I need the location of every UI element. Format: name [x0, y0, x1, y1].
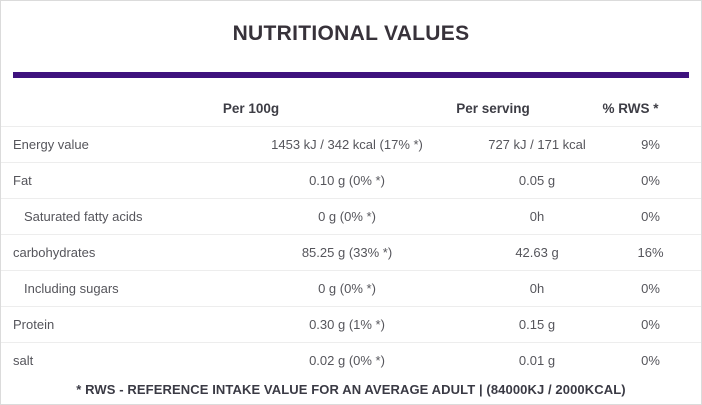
row-rws-value: 0% [641, 173, 660, 188]
row-rws-value: 0% [641, 209, 660, 224]
row-per-100g-value: 0.02 g (0% *) [309, 353, 385, 368]
row-per-100g-value: 0 g (0% *) [318, 281, 376, 296]
title-divider-bar [13, 72, 689, 78]
row-label: Fat [13, 173, 32, 188]
row-rws-value: 0% [641, 317, 660, 332]
table-row: salt 0.02 g (0% *) 0.01 g 0% [1, 342, 701, 378]
rws-footnote: * RWS - REFERENCE INTAKE VALUE FOR AN AV… [76, 382, 626, 397]
row-per-serving-value: 0h [529, 281, 545, 296]
row-label: carbohydrates [13, 245, 96, 260]
row-per-serving-value: 727 kJ / 171 kcal [488, 137, 586, 152]
row-per-100g-value: 85.25 g (33% *) [301, 245, 393, 260]
row-rws-value: 9% [641, 137, 660, 152]
row-per-100g-value: 0.30 g (1% *) [309, 317, 385, 332]
table-header-row: Per 100g Per serving % RWS * [1, 78, 701, 126]
table-row: Saturated fatty acids 0 g (0% *) 0h 0% [1, 198, 701, 234]
page-title: NUTRITIONAL VALUES [232, 22, 470, 45]
col-header-per-100g: Per 100g [222, 101, 280, 116]
row-per-serving-value: 0h [529, 209, 545, 224]
row-per-serving-value: 42.63 g [515, 245, 559, 260]
row-label: Saturated fatty acids [24, 209, 143, 224]
row-per-serving-value: 0.05 g [518, 173, 556, 188]
row-rws-value: 16% [637, 245, 664, 260]
row-label: Energy value [13, 137, 89, 152]
col-header-per-serving: Per serving [456, 101, 530, 116]
row-label: Protein [13, 317, 55, 332]
table-row: Fat 0.10 g (0% *) 0.05 g 0% [1, 162, 701, 198]
row-label: salt [13, 353, 34, 368]
col-header-rws: % RWS * [602, 101, 659, 116]
row-rws-value: 0% [641, 353, 660, 368]
row-label: Including sugars [24, 281, 119, 296]
row-per-serving-value: 0.15 g [518, 317, 556, 332]
row-per-serving-value: 0.01 g [518, 353, 556, 368]
table-body: Energy value 1453 kJ / 342 kcal (17% *) … [1, 126, 701, 378]
table-row: carbohydrates 85.25 g (33% *) 42.63 g 16… [1, 234, 701, 270]
table-row: Protein 0.30 g (1% *) 0.15 g 0% [1, 306, 701, 342]
row-rws-value: 0% [641, 281, 660, 296]
row-per-100g-value: 0 g (0% *) [318, 209, 376, 224]
table-row: Including sugars 0 g (0% *) 0h 0% [1, 270, 701, 306]
row-per-100g-value: 0.10 g (0% *) [309, 173, 385, 188]
row-per-100g-value: 1453 kJ / 342 kcal (17% *) [271, 137, 423, 152]
table-row: Energy value 1453 kJ / 342 kcal (17% *) … [1, 126, 701, 162]
